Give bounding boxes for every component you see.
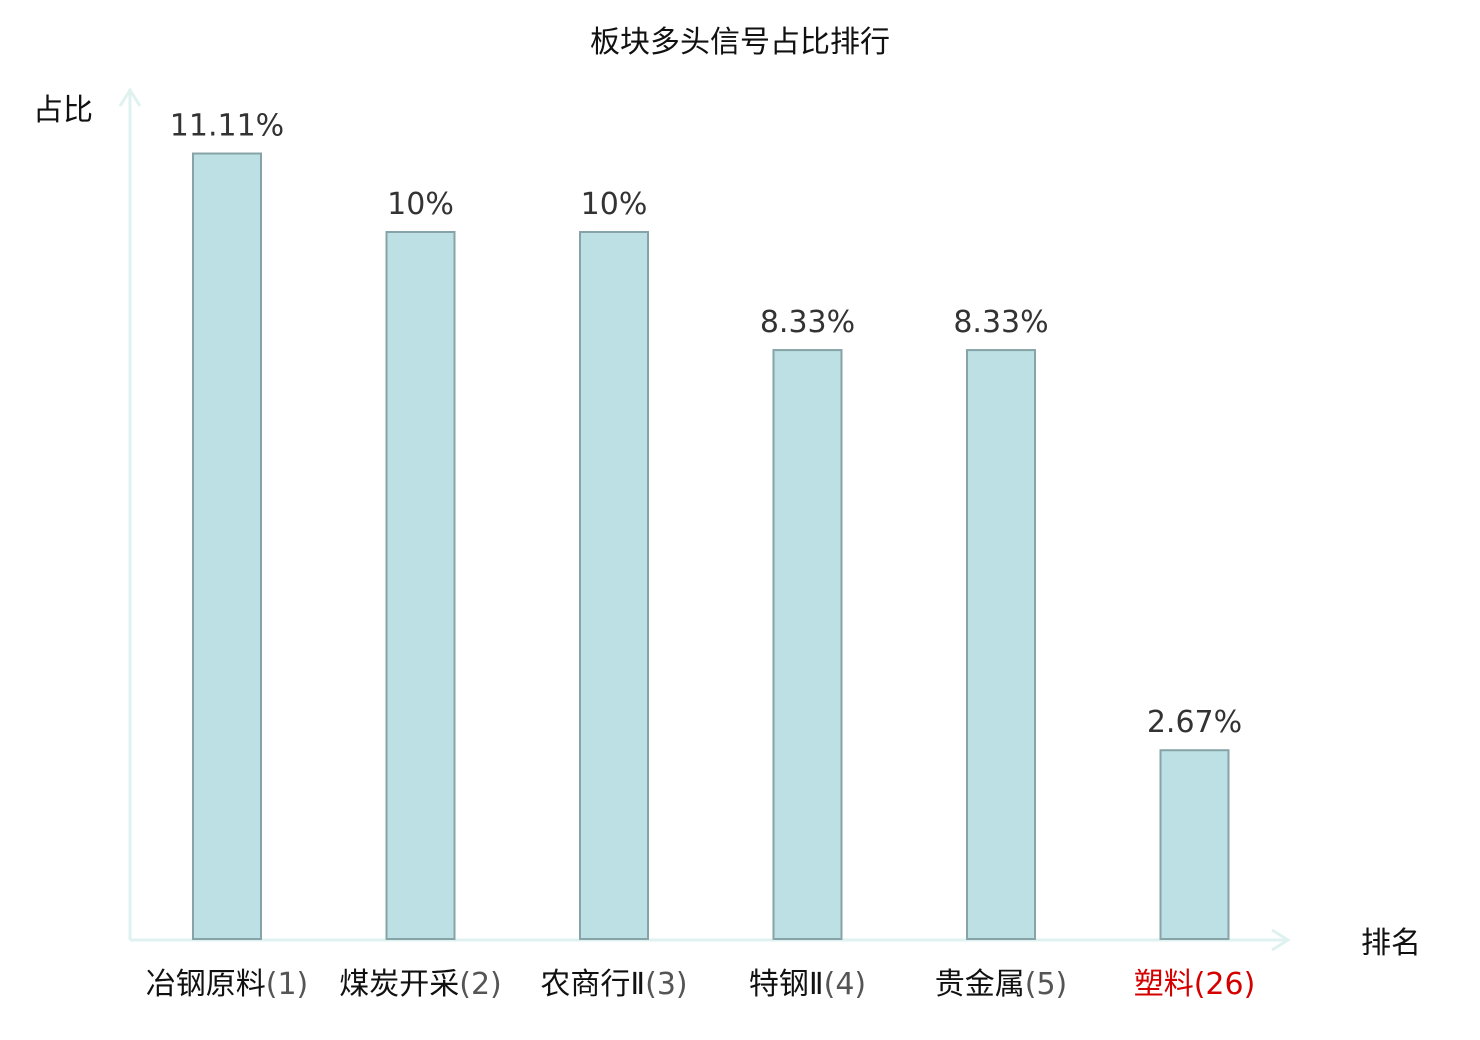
chart-title: 板块多头信号占比排行 (590, 25, 890, 60)
y-axis-arrow (118, 87, 142, 107)
category-label-6: 塑料(26) (1134, 967, 1256, 1002)
category-label-5: 贵金属(5) (935, 967, 1068, 1002)
bar-5 (966, 349, 1036, 941)
category-label-3: 农商行Ⅱ(3) (540, 967, 687, 1002)
bars-group: 11.11% 冶钢原料(1) 10% 煤炭开采(2) 10% 农商行Ⅱ(3) 8.33% 特钢… (146, 109, 1256, 1002)
value-label-5: 8.33% (953, 305, 1048, 340)
bar-4 (772, 349, 843, 941)
bar-1 (192, 152, 262, 940)
x-axis-label: 排名 (1361, 926, 1421, 961)
bar-2 (385, 231, 456, 940)
value-label-2: 10% (387, 187, 454, 222)
x-axis-arrow (1271, 928, 1291, 952)
category-label-4: 特钢Ⅱ(4) (749, 967, 866, 1002)
value-label-1: 11.11% (170, 109, 284, 144)
category-label-1: 冶钢原料(1) (146, 967, 309, 1002)
bar-6 (1159, 749, 1230, 941)
value-label-3: 10% (581, 187, 648, 222)
value-label-6: 2.67% (1147, 705, 1242, 740)
category-label-2: 煤炭开采(2) (339, 967, 502, 1002)
bar-3 (579, 231, 649, 940)
value-label-4: 8.33% (760, 305, 855, 340)
y-axis-label: 占比 (33, 93, 93, 128)
